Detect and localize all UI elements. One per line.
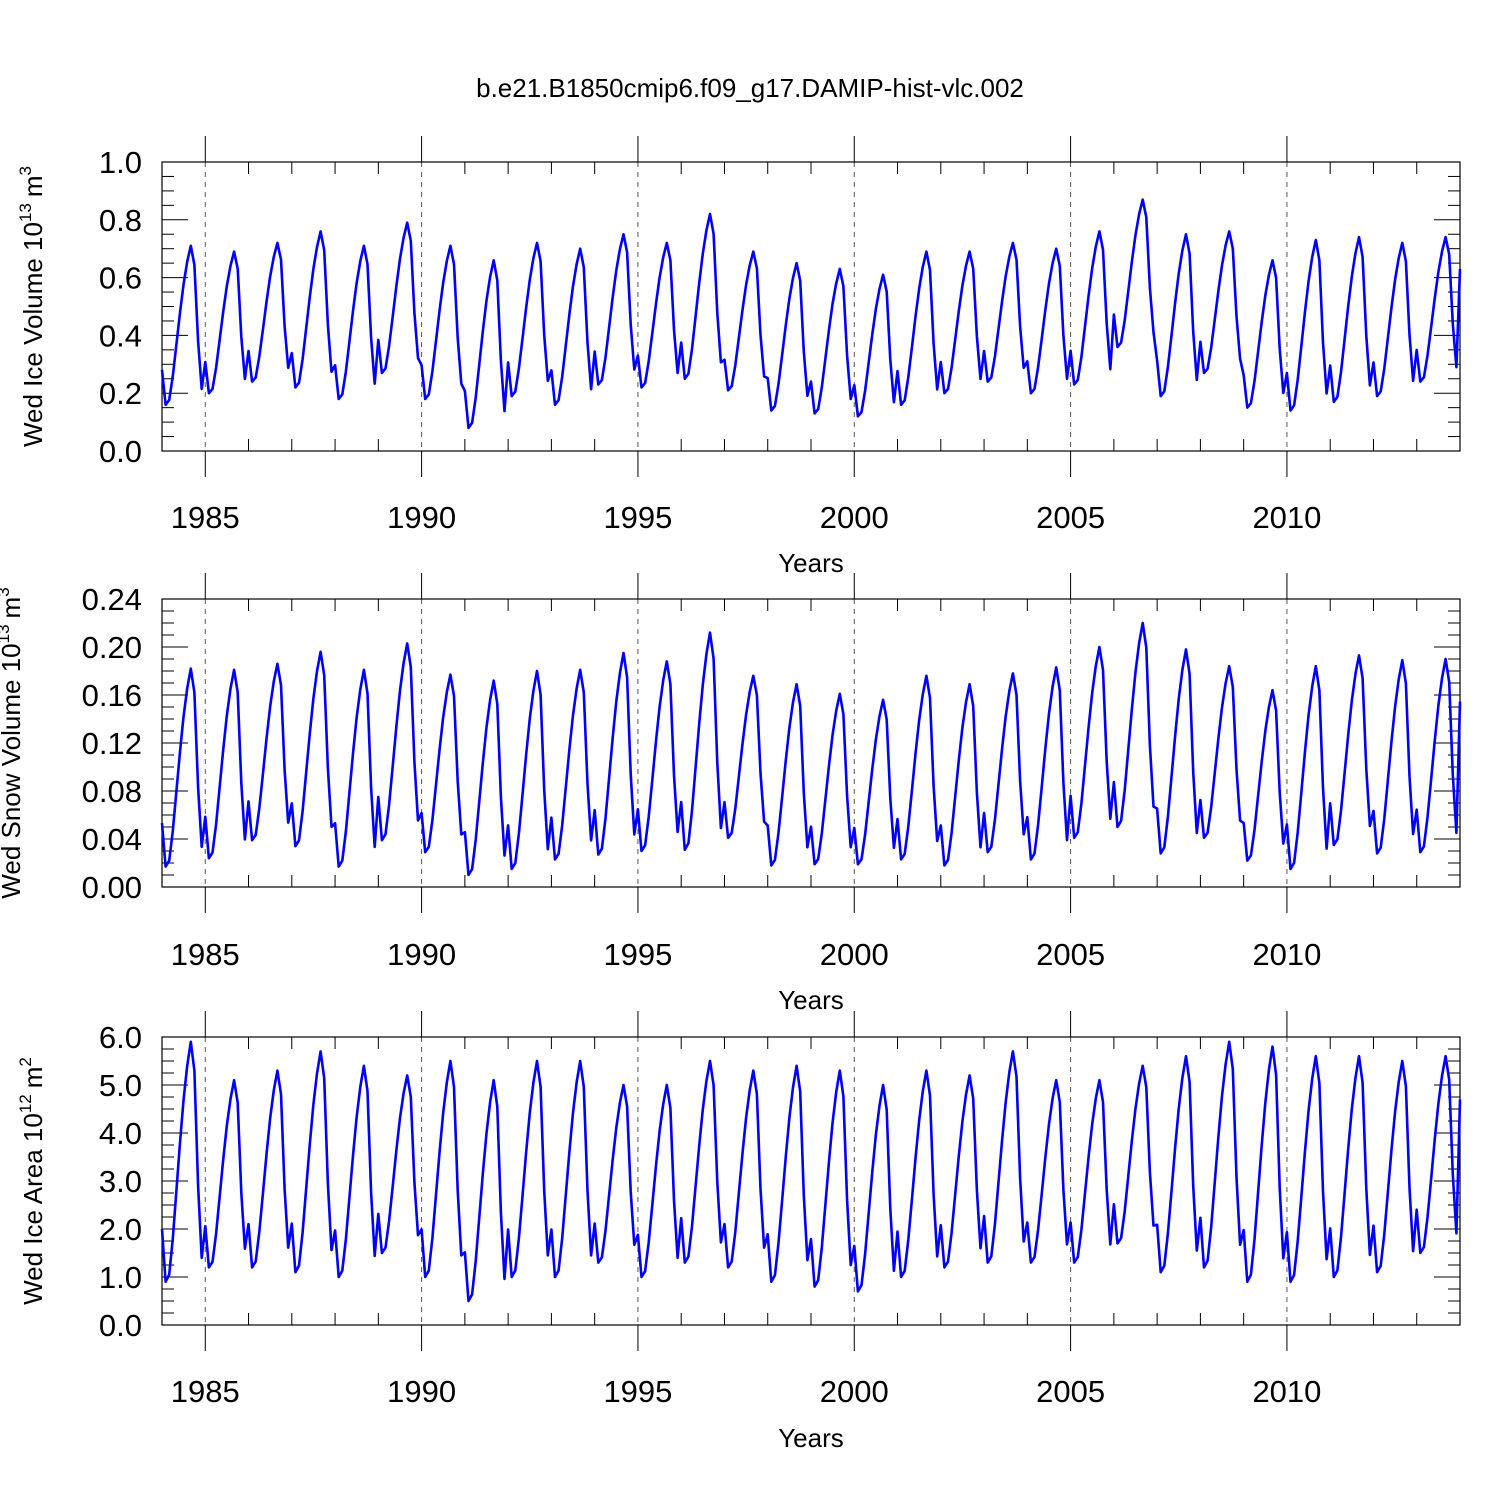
y-tick-label-2.0: 2.0: [99, 1212, 142, 1247]
x-tick-label-1995: 1995: [603, 937, 672, 972]
y-axis-title: Wed Ice Area 1012m2: [16, 1057, 48, 1305]
y-tick-label-0.24: 0.24: [82, 582, 142, 617]
x-axis-title: Years: [778, 548, 844, 578]
y-tick-label-4.0: 4.0: [99, 1116, 142, 1151]
figure-title: b.e21.B1850cmip6.f09_g17.DAMIP-hist-vlc.…: [476, 73, 1024, 103]
x-tick-label-1985: 1985: [171, 500, 240, 535]
plot-frame: [161, 598, 1461, 888]
x-tick-label-1990: 1990: [387, 937, 456, 972]
series-line-3: [160, 1040, 1462, 1303]
series-line-1: [160, 198, 1462, 430]
panel-1: 1985 1990 1995 2000 2005 2010 0.0 0.2 0.4 0.6 0.8 1…: [16, 136, 1462, 578]
x-tick-label-2010: 2010: [1252, 937, 1321, 972]
x-tick-label-1990: 1990: [387, 1374, 456, 1409]
x-tick-label-1995: 1995: [603, 500, 672, 535]
x-tick-label-2010: 2010: [1252, 500, 1321, 535]
x-tick-label-2000: 2000: [820, 1374, 889, 1409]
x-tick-label-2010: 2010: [1252, 1374, 1321, 1409]
y-axis-title: Wed Snow Volume 1013m3: [0, 587, 26, 898]
y-tick-label-0.2: 0.2: [99, 376, 142, 411]
y-tick-label-0.08: 0.08: [82, 774, 142, 809]
x-tick-label-1995: 1995: [603, 1374, 672, 1409]
y-tick-label-0.0: 0.0: [99, 1308, 142, 1343]
y-tick-label-0.0: 0.0: [99, 434, 142, 469]
y-tick-label-0.16: 0.16: [82, 678, 142, 713]
x-tick-label-1985: 1985: [171, 1374, 240, 1409]
panel-2: 1985 1990 1995 2000 2005 2010 0.00 0.04 0.08 0.12…: [0, 573, 1462, 1015]
y-tick-label-3.0: 3.0: [99, 1164, 142, 1199]
x-tick-label-2005: 2005: [1036, 500, 1105, 535]
y-tick-label-5.0: 5.0: [99, 1068, 142, 1103]
x-axis-title: Years: [778, 1423, 844, 1453]
plot-frame: [161, 1036, 1461, 1326]
series-line-2: [160, 621, 1462, 877]
x-tick-label-2005: 2005: [1036, 1374, 1105, 1409]
y-tick-label-0.00: 0.00: [82, 870, 142, 905]
y-tick-label-0.20: 0.20: [82, 630, 142, 665]
x-tick-label-1990: 1990: [387, 500, 456, 535]
y-tick-label-0.4: 0.4: [99, 318, 142, 353]
y-tick-label-0.8: 0.8: [99, 203, 142, 238]
panel-3: 1985 1990 1995 2000 2005 2010 0.0 1.0 2.0 3.0 4.0 5…: [16, 1011, 1462, 1453]
y-tick-label-1.0: 1.0: [99, 1260, 142, 1295]
x-tick-label-1985: 1985: [171, 937, 240, 972]
x-tick-label-2000: 2000: [820, 937, 889, 972]
y-tick-label-0.04: 0.04: [82, 822, 142, 857]
x-tick-label-2000: 2000: [820, 500, 889, 535]
y-axis-title: Wed Ice Volume 1013m3: [16, 166, 48, 447]
x-tick-label-2005: 2005: [1036, 937, 1105, 972]
y-tick-label-0.6: 0.6: [99, 261, 142, 296]
y-tick-label-6.0: 6.0: [99, 1020, 142, 1055]
x-axis-title: Years: [778, 985, 844, 1015]
y-tick-label-1.0: 1.0: [99, 145, 142, 180]
y-tick-label-0.12: 0.12: [82, 726, 142, 761]
plot-frame: [161, 161, 1461, 452]
